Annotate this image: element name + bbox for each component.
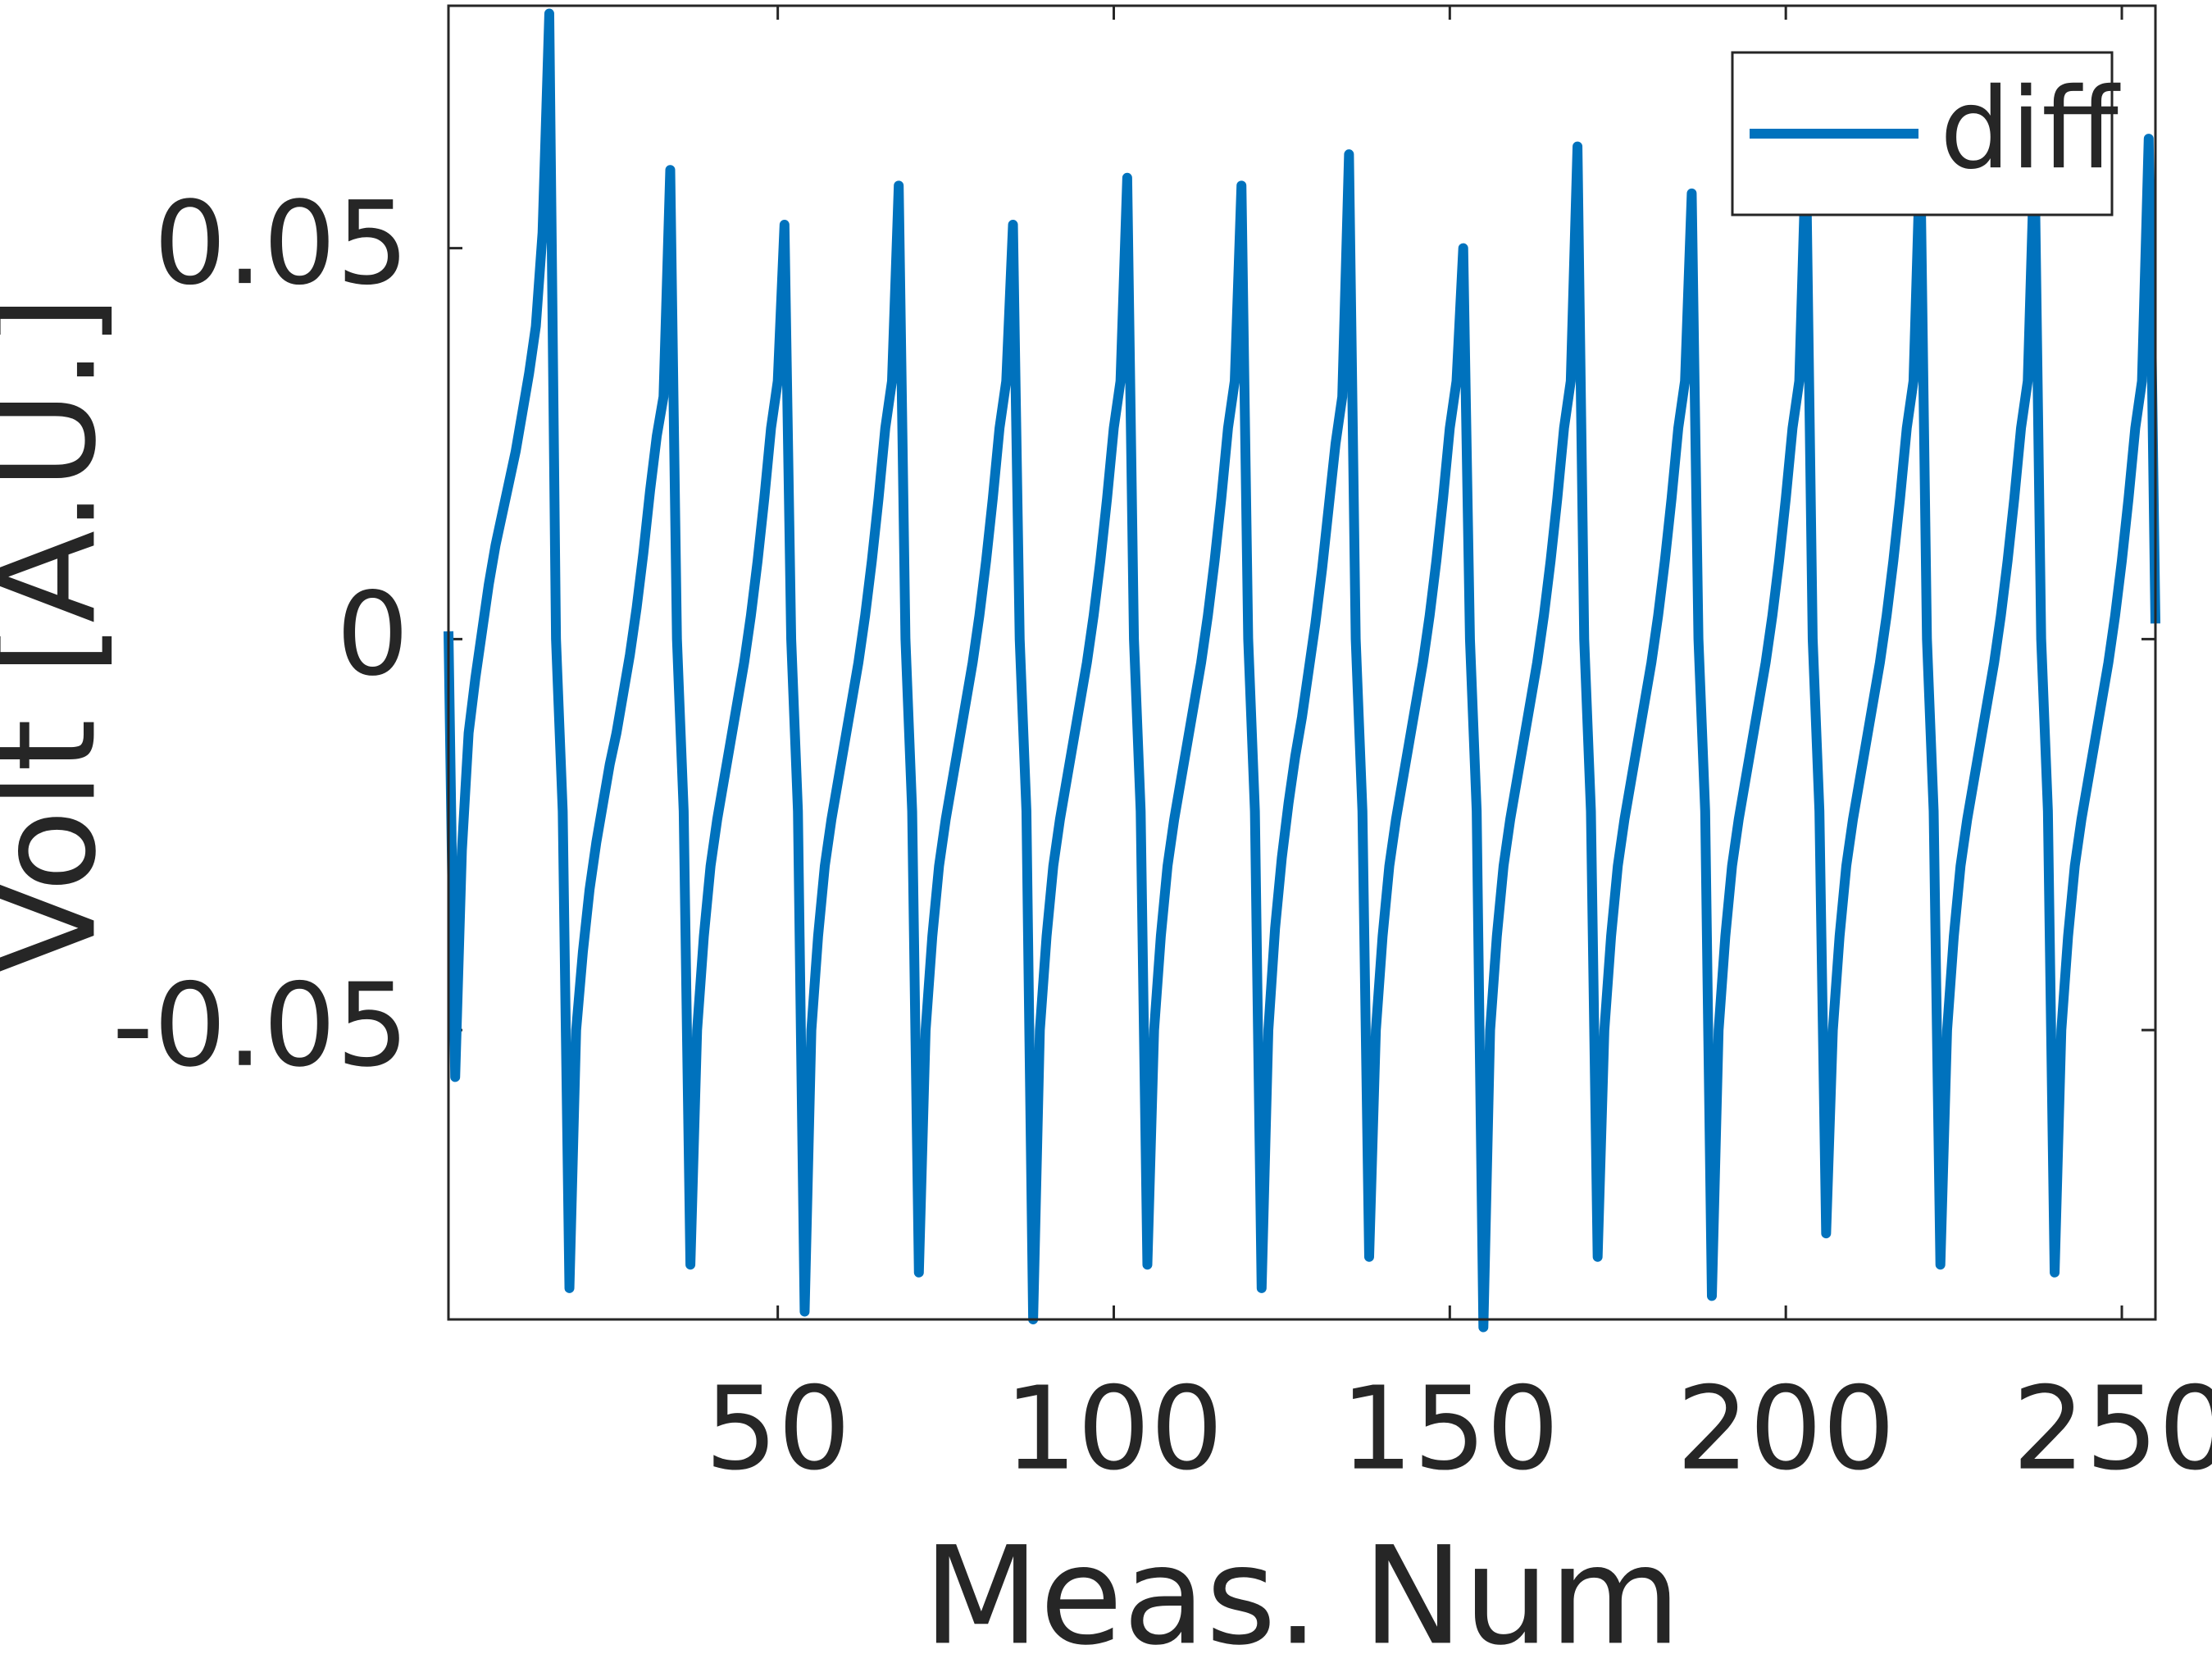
x-tick-label: 50 bbox=[705, 1363, 851, 1497]
x-tick-label: 250 bbox=[2012, 1363, 2212, 1497]
y-tick-label: 0 bbox=[336, 568, 409, 702]
data-line bbox=[444, 8, 2160, 1333]
x-tick-label: 200 bbox=[1677, 1363, 1896, 1497]
y-axis-label: Volt [A.U.] bbox=[0, 295, 125, 974]
x-tick-label: 100 bbox=[1004, 1363, 1223, 1497]
y-tick-label: -0.05 bbox=[112, 959, 409, 1093]
y-tick-label: 0.05 bbox=[153, 177, 409, 311]
x-tick-label: 150 bbox=[1340, 1363, 1559, 1497]
axes-box bbox=[447, 4, 2157, 1321]
legend-label: diff bbox=[1940, 65, 2121, 194]
x-axis-label: Meas. Num bbox=[923, 1517, 1682, 1654]
plot-area bbox=[448, 6, 2155, 1319]
